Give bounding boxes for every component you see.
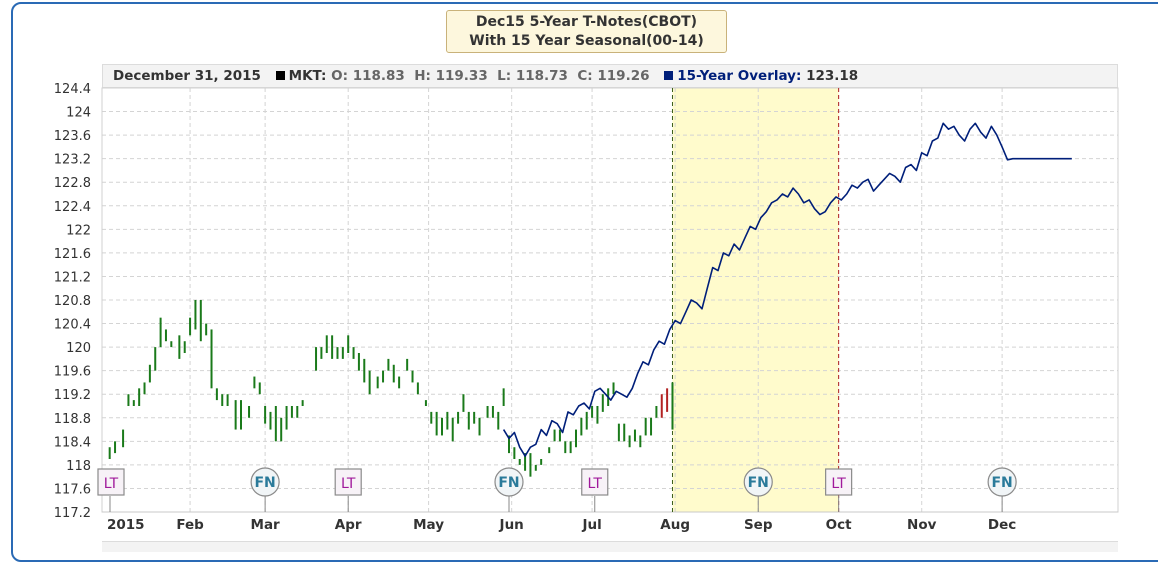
y-tick-label: 121.2 — [54, 270, 91, 285]
y-tick-label: 123.2 — [54, 153, 91, 168]
window-lines-layer — [671, 88, 840, 512]
x-tick-label: Sep — [744, 517, 773, 533]
chart-title-box: Dec15 5-Year T-Notes(CBOT) With 15 Year … — [446, 10, 727, 53]
fn-marker-label: FN — [498, 475, 519, 491]
fn-marker-label: FN — [748, 475, 769, 491]
lt-marker-box — [334, 468, 362, 496]
overlay-legend-square-icon — [664, 71, 674, 80]
y-tick-label: 124.4 — [54, 82, 91, 97]
close-value: 119.26 — [597, 68, 650, 84]
x-tick-label: May — [413, 517, 444, 533]
y-tick-label: 120 — [66, 341, 91, 356]
mkt-label: MKT: — [288, 68, 327, 84]
chart-title-line2: With 15 Year Seasonal(00-14) — [469, 33, 704, 49]
chart-title-line1: Dec15 5-Year T-Notes(CBOT) — [475, 14, 698, 30]
x-tick-label: Jun — [499, 517, 524, 533]
y-tick-label: 118.4 — [54, 435, 91, 450]
fn-marker-circle — [494, 467, 524, 497]
open-label: O: — [331, 68, 348, 84]
x-tick-label: Jul — [581, 517, 601, 533]
fn-marker-label: FN — [991, 475, 1012, 491]
y-tick-label: 119.6 — [54, 365, 91, 380]
y-axis-ticks: 117.2 117.6 118 118.4 118.8 119.2 119.6 120 120.… — [54, 82, 91, 521]
y-tick-label: 122.4 — [54, 200, 91, 215]
y-tick-label: 122 — [66, 223, 91, 238]
x-tick-label: Dec — [988, 517, 1016, 533]
y-tick-label: 123.6 — [54, 129, 91, 144]
mkt-legend-square-icon — [275, 71, 285, 80]
y-tick-label: 118.8 — [54, 412, 91, 427]
fn-marker-circle — [250, 467, 280, 497]
seasonal-chart: 117.2 117.6 118 118.4 118.8 119.2 119.6 120 120.… — [54, 82, 1119, 533]
low-value: 118.73 — [515, 68, 568, 84]
y-tick-label: 121.6 — [54, 247, 91, 262]
x-tick-label: Mar — [251, 517, 281, 533]
low-label: L: — [497, 68, 512, 84]
lt-marker-label: LT — [104, 476, 119, 492]
y-tick-label: 120.4 — [54, 318, 91, 333]
high-label: H: — [414, 68, 431, 84]
high-value: 119.33 — [435, 68, 488, 84]
overlay-label: 15-Year Overlay: — [677, 68, 802, 84]
lt-marker-label: LT — [831, 476, 846, 492]
overlay-series-line — [502, 122, 1072, 457]
x-tick-label: 2015 — [107, 517, 145, 533]
lt-marker-box — [97, 468, 125, 496]
fn-marker-circle — [987, 467, 1017, 497]
lt-marker-label: LT — [588, 476, 603, 492]
x-tick-label: Apr — [335, 517, 362, 533]
footer-strip — [102, 541, 1118, 552]
y-tick-label: 117.6 — [54, 482, 91, 497]
info-bar: December 31, 2015 MKT: O: 118.83 H: 119.… — [102, 64, 1118, 88]
y-tick-label: 118 — [66, 459, 91, 474]
y-tick-label: 124 — [66, 106, 91, 121]
x-tick-label: Nov — [907, 517, 937, 533]
x-tick-label: Oct — [826, 517, 852, 533]
overlay-value: 123.18 — [806, 68, 859, 84]
y-tick-label: 120.8 — [54, 294, 91, 309]
x-axis-ticks: 2015 Feb Mar Apr May Jun Jul Aug Sep Oct Nov Dec — [107, 517, 1016, 533]
y-tick-label: 117.2 — [54, 506, 91, 521]
lt-marker-box — [825, 468, 853, 496]
overlay-line-layer — [502, 122, 1072, 457]
close-label: C: — [577, 68, 593, 84]
fn-marker-circle — [743, 467, 773, 497]
y-tick-label: 122.8 — [54, 176, 91, 191]
info-date: December 31, 2015 — [113, 68, 261, 84]
lt-marker-box — [581, 468, 609, 496]
plot-border-layer — [101, 87, 1119, 513]
price-bars-layer — [108, 300, 674, 477]
open-value: 118.83 — [352, 68, 405, 84]
fn-marker-label: FN — [254, 475, 275, 491]
lt-marker-label: LT — [341, 476, 356, 492]
x-tick-label: Feb — [176, 517, 204, 533]
y-tick-label: 119.2 — [54, 388, 91, 403]
event-markers-layer: LT FN LT FN LT FN LT FN — [97, 467, 1017, 512]
x-tick-label: Aug — [660, 517, 690, 533]
grid-layer — [102, 87, 1118, 513]
